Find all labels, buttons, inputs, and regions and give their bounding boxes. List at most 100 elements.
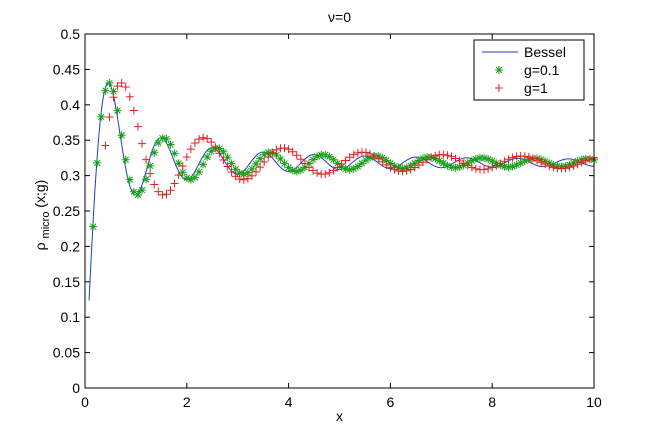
y-tick-label: 0.4	[61, 97, 81, 113]
data-point	[109, 87, 118, 96]
data-point	[105, 79, 114, 88]
data-point	[207, 147, 216, 156]
data-point	[386, 163, 395, 172]
data-point	[170, 149, 179, 158]
data-point	[488, 156, 497, 165]
y-axis-label-symbol: ρ	[32, 242, 48, 250]
data-point	[113, 82, 122, 91]
data-point	[333, 159, 342, 168]
data-point	[174, 159, 183, 168]
data-point	[158, 134, 167, 143]
data-point	[186, 175, 195, 184]
legend-swatch	[495, 84, 503, 92]
data-point	[361, 148, 370, 157]
data-point	[97, 112, 106, 121]
series-marks	[88, 79, 598, 301]
data-point	[239, 175, 248, 184]
y-tick-label: 0	[72, 380, 80, 396]
data-point	[235, 175, 244, 184]
data-point	[463, 161, 472, 170]
data-point	[93, 158, 102, 167]
data-point	[239, 170, 248, 179]
data-point	[125, 175, 134, 184]
data-point	[390, 165, 399, 174]
data-point	[504, 155, 513, 164]
data-point	[508, 162, 517, 171]
data-point	[467, 163, 476, 172]
data-point	[480, 165, 489, 174]
data-point	[260, 157, 269, 166]
data-point	[138, 139, 147, 148]
data-point	[150, 180, 159, 189]
data-point	[182, 153, 191, 162]
data-point	[500, 162, 509, 171]
data-point	[435, 156, 444, 165]
series-g-1	[101, 79, 598, 199]
data-point	[382, 156, 391, 165]
data-point	[186, 145, 195, 154]
data-point	[117, 131, 126, 140]
data-point	[443, 161, 452, 170]
data-point	[313, 168, 322, 177]
data-point	[361, 156, 370, 165]
data-point	[431, 151, 440, 160]
data-point	[345, 165, 354, 174]
data-point	[585, 155, 594, 164]
data-point	[195, 167, 204, 176]
data-point	[199, 160, 208, 169]
data-point	[142, 175, 151, 184]
data-point	[117, 79, 126, 88]
data-point	[288, 166, 297, 175]
data-point	[304, 163, 313, 172]
data-point	[215, 149, 224, 158]
y-tick-label: 0.25	[53, 203, 80, 219]
y-tick-label: 0.35	[53, 132, 80, 148]
y-tick-label: 0.45	[53, 61, 80, 77]
data-point	[480, 153, 489, 162]
data-point	[190, 138, 199, 147]
x-tick-label: 6	[387, 394, 395, 410]
data-point	[484, 155, 493, 164]
y-tick-label: 0.5	[61, 26, 81, 42]
data-point	[581, 156, 590, 165]
data-point	[195, 135, 204, 144]
y-axis-label-args: (x;g)	[32, 180, 48, 208]
data-point	[211, 143, 220, 152]
data-point	[545, 161, 554, 170]
data-point	[109, 93, 118, 102]
data-point	[541, 160, 550, 169]
data-point	[467, 156, 476, 165]
x-tick-label: 10	[586, 394, 602, 410]
data-point	[125, 92, 134, 101]
data-point	[162, 190, 171, 199]
data-point	[443, 151, 452, 160]
data-point	[133, 122, 142, 131]
data-point	[317, 150, 326, 159]
data-point	[386, 159, 395, 168]
data-point	[520, 157, 529, 166]
y-axis-label-subscript: micro	[40, 212, 52, 239]
data-point	[451, 154, 460, 163]
data-point	[447, 163, 456, 172]
data-point	[89, 222, 98, 231]
data-point	[508, 153, 517, 162]
data-point	[105, 112, 114, 121]
data-point	[398, 167, 407, 176]
data-point	[207, 138, 216, 147]
data-point	[203, 153, 212, 162]
data-point	[520, 152, 529, 161]
y-tick-label: 0.15	[53, 274, 80, 290]
data-point	[264, 153, 273, 162]
data-point	[561, 164, 570, 173]
data-point	[133, 190, 142, 199]
data-point	[378, 157, 387, 166]
data-point	[333, 163, 342, 172]
data-point	[512, 161, 521, 170]
data-point	[313, 152, 322, 161]
data-point	[280, 143, 289, 152]
data-point	[573, 160, 582, 169]
data-point	[166, 186, 175, 195]
data-point	[349, 164, 358, 173]
legend-label: Bessel	[524, 44, 566, 60]
data-point	[292, 167, 301, 176]
